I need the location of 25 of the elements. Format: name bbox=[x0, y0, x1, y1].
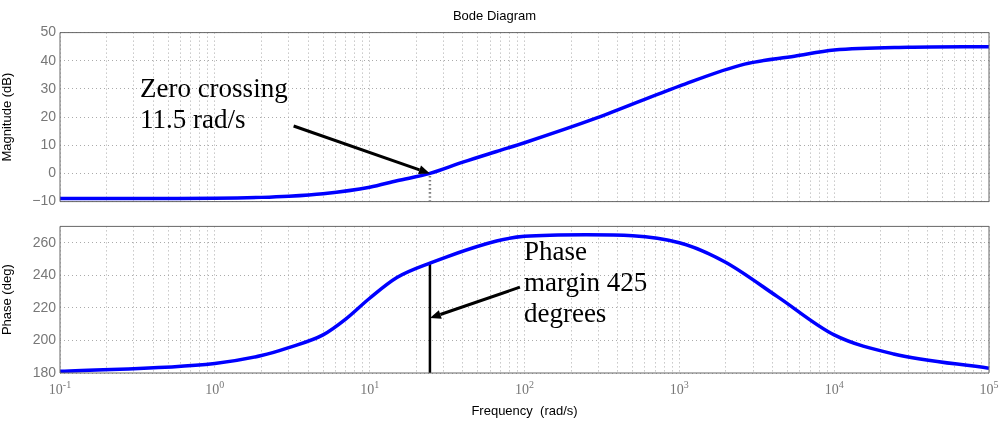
x-tick-label: 10$^{1}$ bbox=[360, 378, 380, 398]
x-tick-label: 10$^{4}$ bbox=[824, 378, 844, 398]
x-tick-label: 10$^{2}$ bbox=[515, 378, 534, 398]
y-tick-label: 40 bbox=[40, 51, 57, 68]
y-tick-label: 30 bbox=[40, 79, 57, 96]
y-axis-title: Phase (deg) bbox=[0, 264, 15, 336]
annotation: Phase margin 425 degrees bbox=[523, 235, 648, 328]
y-tick-label: 0 bbox=[48, 164, 57, 181]
y-tick-label: 200 bbox=[32, 331, 57, 348]
y-tick-label: 260 bbox=[32, 233, 57, 250]
chart-title: Bode Diagram bbox=[452, 8, 537, 24]
y-tick-label: 220 bbox=[32, 298, 57, 315]
y-axis-title: Magnitude (dB) bbox=[0, 72, 15, 162]
y-tick-label: 20 bbox=[40, 107, 57, 124]
x-tick-label: 10$^{3}$ bbox=[669, 378, 689, 398]
annotation: Zero crossing 11.5 rad/s bbox=[139, 73, 288, 135]
y-tick-label: 180 bbox=[32, 363, 57, 380]
x-axis-title: Frequency (rad/s) bbox=[471, 402, 578, 418]
y-tick-label: 240 bbox=[32, 266, 57, 283]
x-tick-label: 10$^{-1}$ bbox=[48, 379, 72, 397]
x-tick-label: 10$^{0}$ bbox=[205, 378, 225, 398]
y-tick-label: 10 bbox=[40, 136, 57, 153]
y-tick-label: 50 bbox=[40, 23, 57, 40]
y-tick-label: −10 bbox=[32, 192, 57, 209]
x-tick-label: 10$^{5}$ bbox=[979, 378, 999, 398]
